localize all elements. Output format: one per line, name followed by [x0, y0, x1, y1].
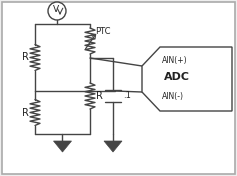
Text: ADC: ADC: [164, 72, 190, 82]
Circle shape: [48, 2, 66, 20]
Text: PTC: PTC: [95, 27, 110, 36]
Text: R: R: [22, 52, 28, 62]
Text: .1: .1: [123, 92, 131, 100]
Polygon shape: [104, 141, 122, 152]
FancyBboxPatch shape: [2, 2, 235, 174]
Polygon shape: [54, 141, 72, 152]
Text: AIN(+): AIN(+): [162, 56, 188, 65]
Text: V: V: [53, 5, 59, 14]
Text: R: R: [96, 91, 103, 101]
Text: AIN(-): AIN(-): [162, 93, 184, 102]
Polygon shape: [142, 47, 232, 111]
Text: R: R: [22, 108, 28, 118]
